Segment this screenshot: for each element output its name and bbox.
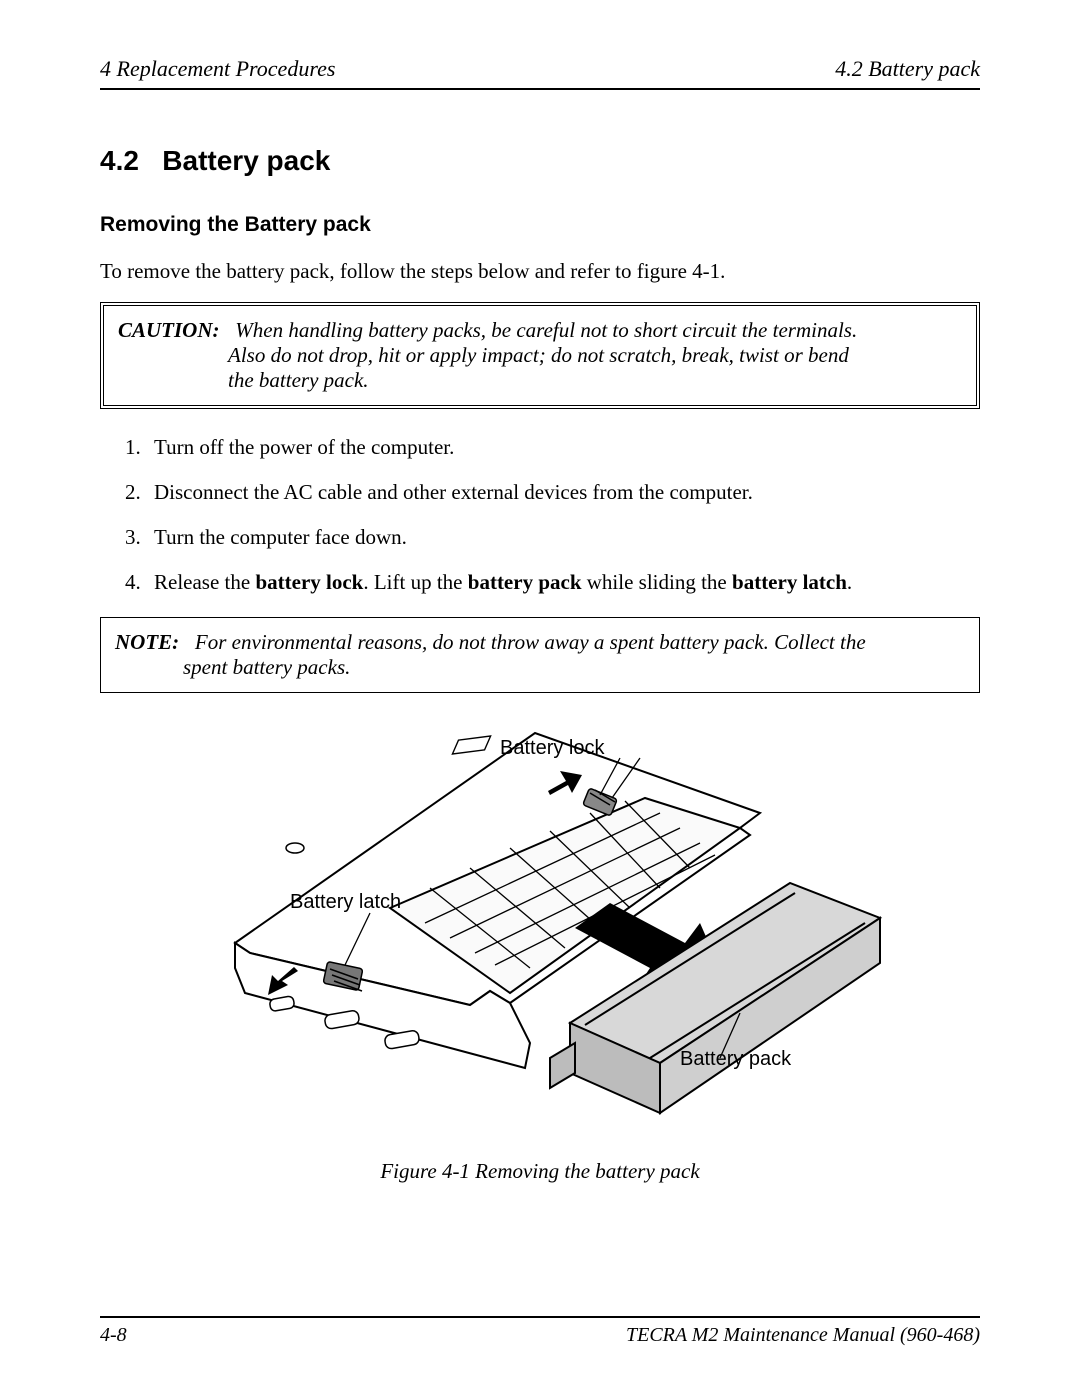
step-3: Turn the computer face down. (146, 525, 980, 550)
label-battery-latch: Battery latch (290, 891, 401, 914)
caution-box: CAUTION: When handling battery packs, be… (100, 302, 980, 409)
label-battery-pack: Battery pack (680, 1048, 791, 1071)
footer-left: 4-8 (100, 1324, 127, 1347)
battery-diagram-svg (180, 713, 900, 1143)
note-line2: spent battery packs. (183, 655, 965, 680)
step-4: Release the battery lock. Lift up the ba… (146, 570, 980, 595)
figure-caption: Figure 4-1 Removing the battery pack (100, 1159, 980, 1184)
note-box: NOTE: For environmental reasons, do not … (100, 617, 980, 693)
note-label: NOTE: (115, 630, 179, 654)
intro-text: To remove the battery pack, follow the s… (100, 259, 980, 284)
figure-diagram: Battery lock Battery latch Battery pack (180, 713, 900, 1143)
header-left: 4 Replacement Procedures (100, 56, 335, 82)
footer-right: TECRA M2 Maintenance Manual (960-468) (626, 1324, 980, 1347)
caution-line1: When handling battery packs, be careful … (225, 318, 857, 342)
page-footer: 4-8 TECRA M2 Maintenance Manual (960-468… (100, 1316, 980, 1347)
header-right: 4.2 Battery pack (835, 56, 980, 82)
section-number: 4.2 (100, 145, 139, 176)
label-battery-lock: Battery lock (500, 737, 604, 760)
section-title: 4.2 Battery pack (100, 145, 980, 177)
note-line1: For environmental reasons, do not throw … (184, 630, 865, 654)
caution-line3: the battery pack. (228, 368, 962, 393)
section-name: Battery pack (162, 145, 330, 176)
document-page: 4 Replacement Procedures 4.2 Battery pac… (0, 0, 1080, 1397)
step-2: Disconnect the AC cable and other extern… (146, 480, 980, 505)
caution-label: CAUTION: (118, 318, 220, 342)
step-1: Turn off the power of the computer. (146, 435, 980, 460)
caution-line2: Also do not drop, hit or apply impact; d… (228, 343, 962, 368)
page-header: 4 Replacement Procedures 4.2 Battery pac… (100, 56, 980, 90)
subsection-title: Removing the Battery pack (100, 213, 980, 237)
steps-list: Turn off the power of the computer. Disc… (146, 435, 980, 595)
